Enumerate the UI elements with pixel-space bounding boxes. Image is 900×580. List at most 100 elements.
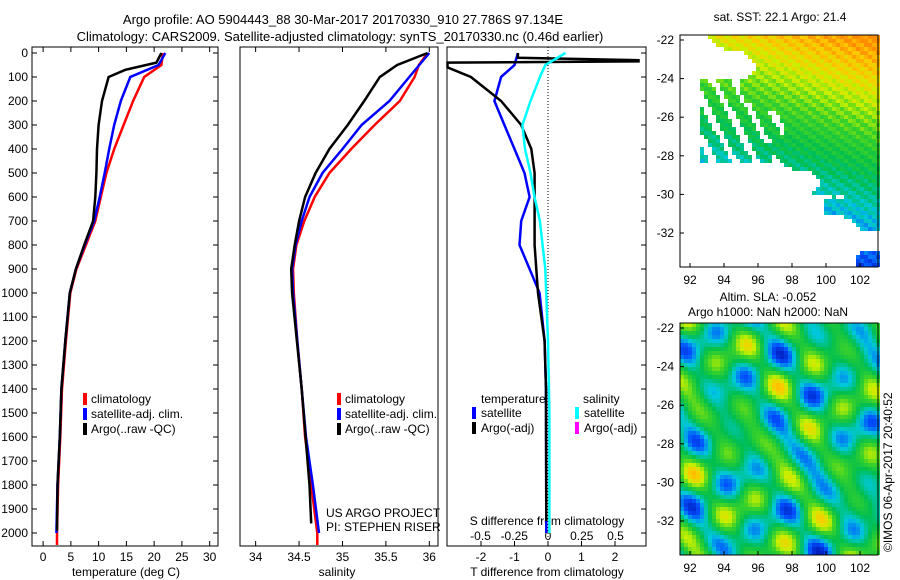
map-cell xyxy=(812,375,816,379)
map-cell xyxy=(860,355,864,359)
map-cell xyxy=(712,495,716,499)
map-cell xyxy=(716,107,720,111)
map-cell xyxy=(780,511,784,515)
map-cell xyxy=(780,331,784,335)
map-cell xyxy=(828,139,832,143)
map-cell xyxy=(816,67,820,71)
map-cell xyxy=(684,535,688,539)
map-cell xyxy=(760,331,764,335)
map-cell xyxy=(776,543,780,547)
map-cell xyxy=(740,43,744,47)
map-cell xyxy=(708,339,712,343)
map-cell xyxy=(688,515,692,519)
map-cell xyxy=(836,103,840,107)
map-cell xyxy=(860,255,864,259)
legend-swatch xyxy=(83,408,87,420)
map-cell xyxy=(788,391,792,395)
map-cell xyxy=(816,135,820,139)
map-cell xyxy=(812,491,816,495)
map-cell xyxy=(744,507,748,511)
map-cell xyxy=(824,147,828,151)
map-cell xyxy=(756,139,760,143)
temperature-panel: temperature (deg C) 01002003004005006007… xyxy=(1,46,219,579)
map-cell xyxy=(860,211,864,215)
map-cell xyxy=(824,399,828,403)
map-cell xyxy=(772,451,776,455)
map-cell xyxy=(780,71,784,75)
map-cell xyxy=(864,99,868,103)
map-cell xyxy=(704,499,708,503)
map-cell xyxy=(820,387,824,391)
map-cell xyxy=(772,55,776,59)
map-cell xyxy=(872,187,876,191)
map-cell xyxy=(728,351,732,355)
map-cell xyxy=(800,163,804,167)
map-cell xyxy=(868,543,872,547)
map-cell xyxy=(768,491,772,495)
map-cell xyxy=(744,51,748,55)
map-cell xyxy=(832,435,836,439)
map-cell xyxy=(752,551,756,555)
map-cell xyxy=(824,463,828,467)
map-cell xyxy=(680,423,684,427)
map-cell xyxy=(856,131,860,135)
map-cell xyxy=(776,471,780,475)
map-cell xyxy=(784,83,788,87)
map-cell xyxy=(760,355,764,359)
map-cell xyxy=(820,359,824,363)
map-cell xyxy=(856,451,860,455)
map-cell xyxy=(764,111,768,115)
map-cell xyxy=(808,459,812,463)
map-cell xyxy=(856,503,860,507)
map-cell xyxy=(748,347,752,351)
map-cell xyxy=(852,411,856,415)
map-cell xyxy=(716,119,720,123)
map-cell xyxy=(812,91,816,95)
map-cell xyxy=(704,419,708,423)
map-cell xyxy=(868,39,872,43)
map-cell xyxy=(812,371,816,375)
map-cell xyxy=(792,519,796,523)
map-cell xyxy=(836,419,840,423)
map-cell xyxy=(852,71,856,75)
map-cell xyxy=(688,411,692,415)
map-cell xyxy=(808,55,812,59)
map-cell xyxy=(780,515,784,519)
map-cell xyxy=(744,503,748,507)
map-cell xyxy=(772,339,776,343)
map-cell xyxy=(756,475,760,479)
map-cell xyxy=(744,131,748,135)
map-cell xyxy=(860,535,864,539)
map-cell xyxy=(824,355,828,359)
x-tick-label: 35 xyxy=(336,550,350,564)
map-cell xyxy=(760,159,764,163)
map-cell xyxy=(804,323,808,327)
map-cell xyxy=(760,119,764,123)
map-cell xyxy=(692,387,696,391)
map-cell xyxy=(684,327,688,331)
map-cell xyxy=(816,39,820,43)
map-cell xyxy=(800,503,804,507)
map-cell xyxy=(824,323,828,327)
map-cell xyxy=(796,119,800,123)
map-cell xyxy=(688,359,692,363)
map-cell xyxy=(832,59,836,63)
map-cell xyxy=(820,67,824,71)
map-cell xyxy=(752,75,756,79)
map-cell xyxy=(860,343,864,347)
map-cell xyxy=(804,427,808,431)
map-cell xyxy=(700,87,704,91)
map-cell xyxy=(740,495,744,499)
map-cell xyxy=(756,35,760,39)
map-cell xyxy=(792,143,796,147)
map-cell xyxy=(856,431,860,435)
map-cell xyxy=(792,495,796,499)
map-cell xyxy=(840,75,844,79)
map-cell xyxy=(748,155,752,159)
map-cell xyxy=(740,379,744,383)
map-cell xyxy=(812,399,816,403)
map-cell xyxy=(784,543,788,547)
map-cell xyxy=(800,363,804,367)
map-cell xyxy=(696,515,700,519)
map-cell xyxy=(840,347,844,351)
